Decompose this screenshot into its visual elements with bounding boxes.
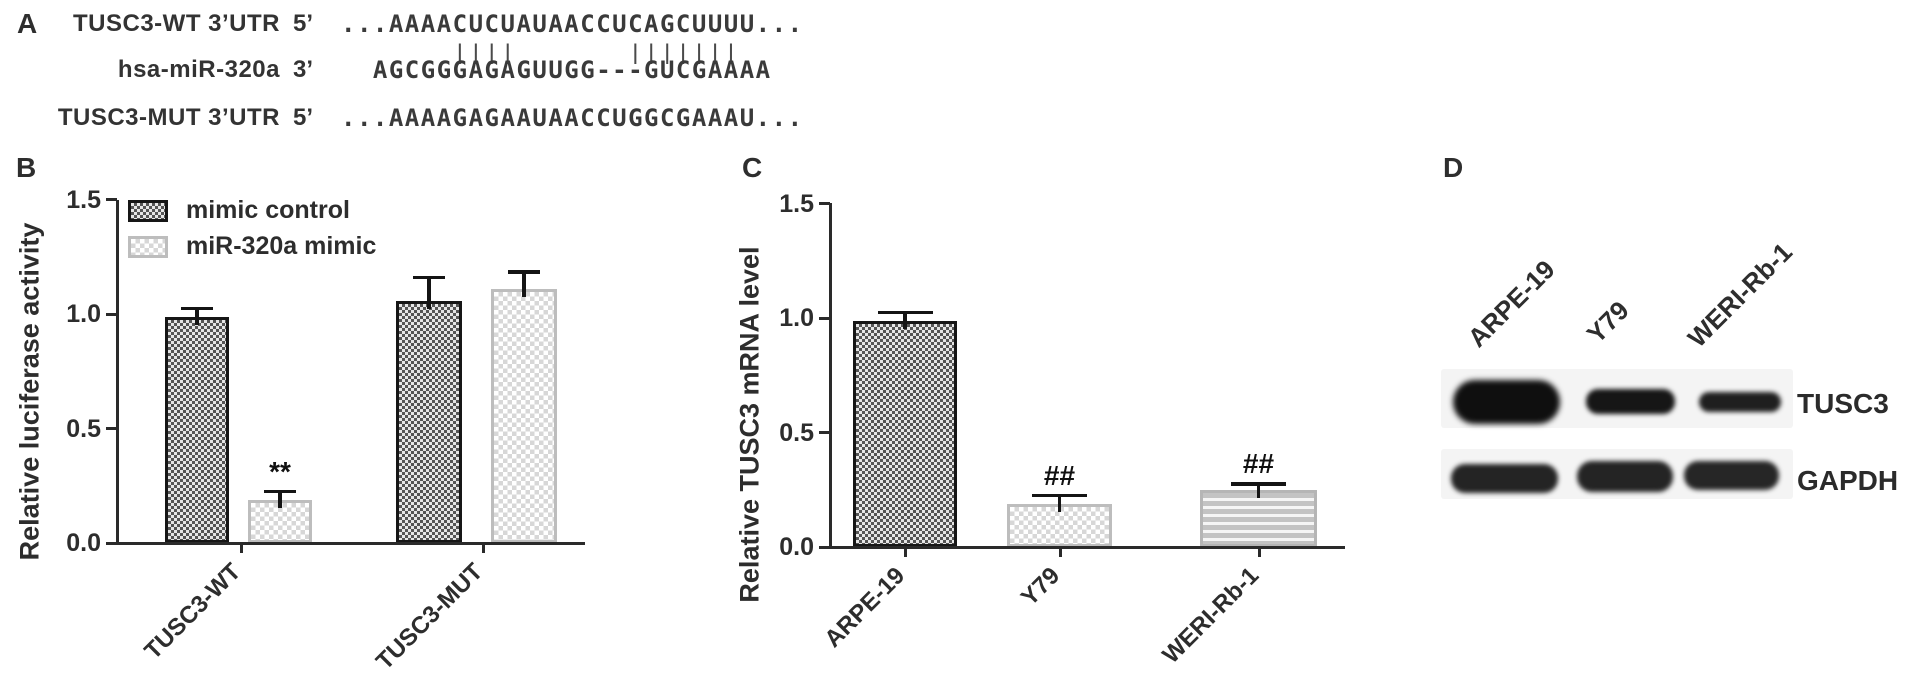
bar <box>853 320 957 547</box>
x-category-label: TUSC3-MUT <box>371 558 489 676</box>
significance-marker: ## <box>1242 448 1275 480</box>
x-tick <box>481 544 485 553</box>
x-tick <box>239 544 243 553</box>
error-bar-cap <box>264 489 296 494</box>
y-tick-label: 1.5 <box>779 189 814 218</box>
y-axis-title: Relative TUSC3 mRNA level <box>734 246 765 603</box>
bar <box>491 289 557 543</box>
sequence-text: AGCGGGAGAGUUGG---GUCGAAAA <box>341 56 772 84</box>
y-tick <box>819 545 830 549</box>
error-bar-stem <box>278 491 282 508</box>
legend-swatch <box>128 236 168 258</box>
y-tick <box>819 316 830 320</box>
error-bar-stem <box>1057 495 1062 512</box>
sequence-end-label: 5’ <box>293 10 314 37</box>
bar <box>165 316 229 543</box>
base-pairing-marks: |||| ||||||| <box>341 40 740 64</box>
panel-b-label: B <box>16 152 37 183</box>
x-category-label: ARPE-19 <box>819 562 911 653</box>
y-axis-title: Relative luciferase activity <box>14 222 45 561</box>
legend-label: miR-320a mimic <box>186 232 377 260</box>
error-bar-cap <box>1032 493 1087 498</box>
blot-lane-label: Y79 <box>1580 295 1635 349</box>
y-tick-label: 0.0 <box>779 533 814 561</box>
bar <box>248 499 312 543</box>
y-tick-label: 1.0 <box>779 304 814 333</box>
blot-band <box>1586 389 1675 414</box>
panel-d-label: D <box>1443 152 1464 183</box>
blot-band <box>1451 464 1558 493</box>
sequence-name: TUSC3-WT 3’UTR <box>73 10 280 37</box>
x-category-label: TUSC3-WT <box>139 558 247 665</box>
alignment-row-pairing: |||| ||||||| <box>0 38 740 66</box>
alignment-row-wt: TUSC3-WT 3’UTR 5’ ...AAAACUCUAUAACCUCAGC… <box>0 10 804 38</box>
x-axis <box>115 541 585 545</box>
blot-band <box>1577 461 1673 492</box>
sequence-end-label: 5’ <box>293 104 314 131</box>
significance-marker: ** <box>269 455 291 487</box>
alignment-row-mut: TUSC3-MUT 3’UTR 5’ ...AAAAGAGAAUAACCUGGC… <box>0 104 804 132</box>
blot-band <box>1699 392 1781 412</box>
blot-protein-label: TUSC3 <box>1797 388 1889 419</box>
panel-c-label: C <box>742 152 763 183</box>
legend-swatch <box>128 200 168 222</box>
y-tick <box>106 427 117 431</box>
bar <box>396 300 462 543</box>
x-tick <box>1058 548 1062 557</box>
legend-label: mimic control <box>186 196 350 224</box>
error-bar-cap <box>413 275 445 280</box>
sequence-end-label: 3’ <box>293 56 314 83</box>
significance-marker: ## <box>1043 459 1076 491</box>
sequence-name: TUSC3-MUT 3’UTR <box>57 104 280 131</box>
y-tick <box>819 431 830 435</box>
x-category-label: WERI-Rb-1 <box>1157 562 1265 669</box>
x-category-label: Y79 <box>1015 562 1066 612</box>
x-tick <box>1257 548 1261 557</box>
error-bar-stem <box>903 312 907 329</box>
alignment-row-mirna: hsa-miR-320a 3’ AGCGGGAGAGUUGG---GUCGAAA… <box>0 56 772 84</box>
blot-band <box>1684 461 1779 490</box>
y-tick <box>106 198 117 202</box>
y-tick-label: 0.5 <box>66 414 101 443</box>
y-tick <box>106 541 117 545</box>
sequence-text: ...AAAACUCUAUAACCUCAGCUUUU... <box>341 10 804 38</box>
error-bar-stem <box>427 277 431 309</box>
error-bar-cap <box>877 310 933 315</box>
blot-lane-label: WERI-Rb-1 <box>1681 236 1798 353</box>
panel-a-label: A <box>17 8 38 39</box>
blot-lane-label: ARPE-19 <box>1461 254 1561 353</box>
sequence-name: hsa-miR-320a <box>117 56 280 83</box>
y-tick-label: 1.0 <box>66 300 101 329</box>
error-bar-cap <box>508 270 540 274</box>
x-tick <box>903 548 907 557</box>
y-tick-label: 1.5 <box>66 185 101 214</box>
blot-band <box>1453 380 1560 424</box>
bar <box>1200 489 1317 547</box>
y-axis <box>115 200 119 545</box>
error-bar-stem <box>522 271 526 298</box>
error-bar-cap <box>1231 482 1286 486</box>
y-tick <box>106 312 117 316</box>
y-tick <box>819 202 830 206</box>
x-axis <box>828 545 1345 549</box>
error-bar-stem <box>195 308 199 325</box>
y-tick-label: 0.0 <box>66 529 101 557</box>
error-bar-stem <box>1256 484 1261 498</box>
y-axis <box>828 203 832 549</box>
error-bar-cap <box>181 306 213 311</box>
y-tick-label: 0.5 <box>779 418 814 447</box>
blot-protein-label: GAPDH <box>1797 465 1899 496</box>
sequence-text: ...AAAAGAGAAUAACCUGGCGAAAU... <box>341 104 804 132</box>
